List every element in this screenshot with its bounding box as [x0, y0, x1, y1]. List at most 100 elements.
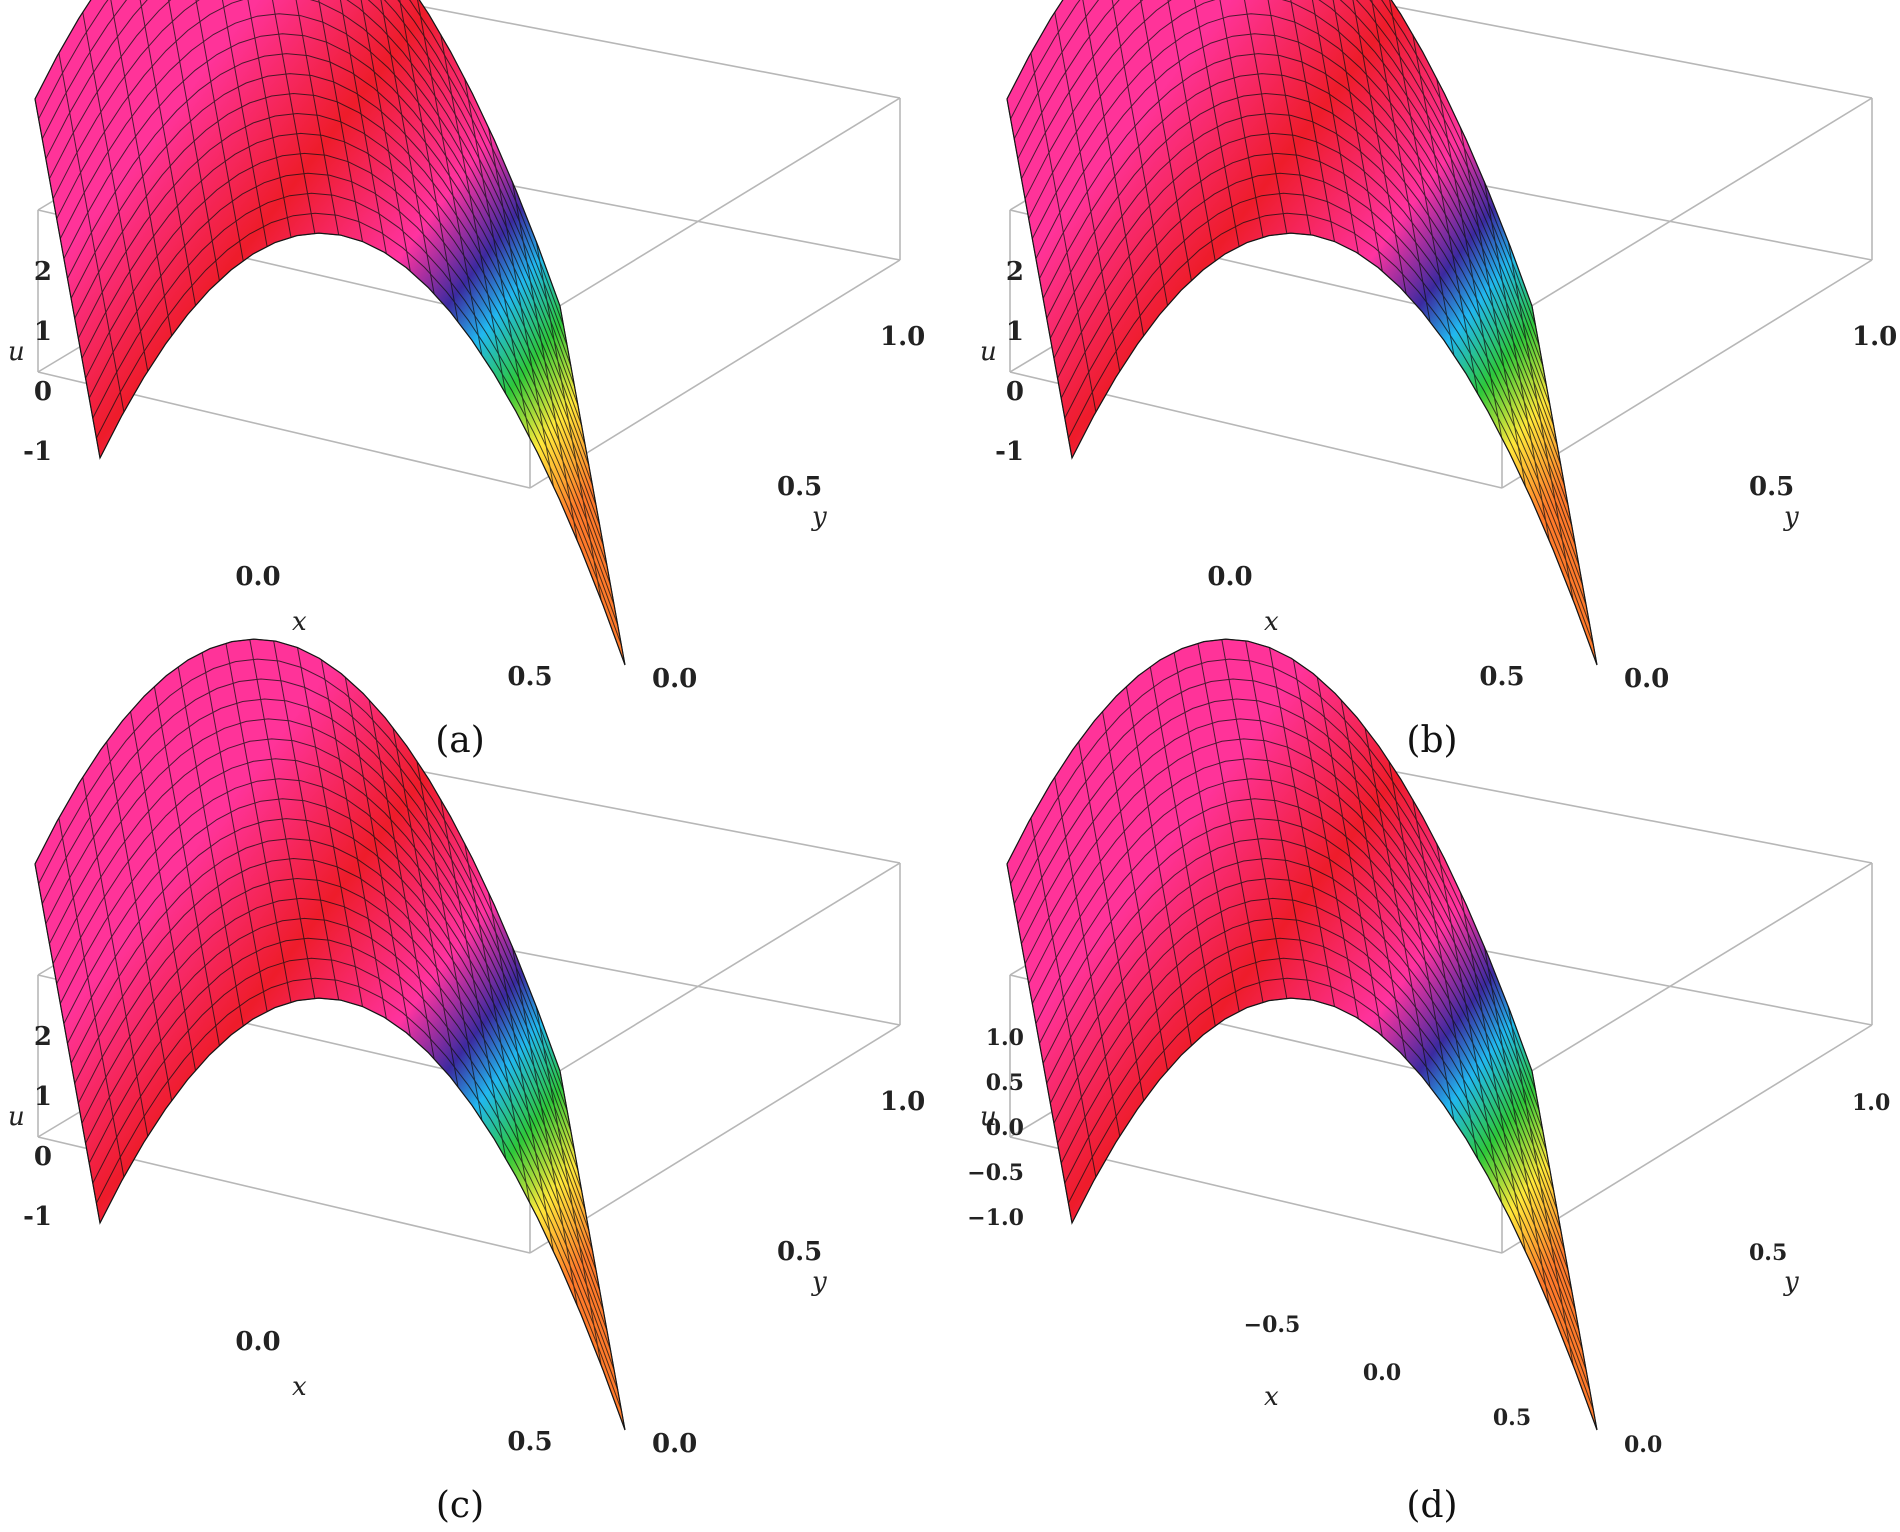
- mesh-line-y: [1459, 126, 1526, 487]
- surface-patch: [1006, 638, 1598, 1431]
- mesh-line-y: [440, 799, 507, 1159]
- mesh-line-y: [487, 126, 554, 487]
- surface-mesh: [1006, 638, 1598, 1431]
- mesh-line-y: [1412, 799, 1479, 1159]
- x-tick-label: 0.5: [507, 662, 552, 692]
- mesh-line-y: [1221, 639, 1288, 999]
- surface-mesh: [1006, 0, 1598, 666]
- mesh-line-y: [272, 0, 316, 234]
- box-edge-top: [1501, 862, 1873, 1090]
- mesh-line-y: [273, 640, 340, 1000]
- mesh-line-y: [201, 652, 268, 1012]
- z-tick-label: −0.5: [967, 1160, 1024, 1186]
- mesh-line-x: [45, 0, 572, 366]
- z-axis-label: u: [8, 337, 25, 367]
- y-tick-label: 1.0: [880, 1087, 925, 1117]
- mesh-line-x: [1010, 0, 1537, 327]
- mesh-line-y: [559, 1070, 626, 1431]
- mesh-line-x: [38, 0, 565, 327]
- mesh-line-y: [1483, 946, 1550, 1306]
- mesh-line-y: [106, 741, 173, 1101]
- y-tick-label: 0.0: [652, 1429, 697, 1459]
- y-axis-label: y: [1783, 1267, 1799, 1297]
- mesh-line-y: [1507, 1005, 1574, 1366]
- z-tick-label: 1: [1006, 317, 1024, 347]
- z-tick-label: 0.5: [986, 1070, 1024, 1096]
- mesh-line-y: [1054, 776, 1121, 1137]
- mesh-line-y: [339, 0, 387, 254]
- mesh-line-y: [320, 659, 387, 1019]
- mesh-line-y: [1149, 666, 1216, 1026]
- y-tick-label: 0.0: [652, 664, 697, 694]
- mesh-line-y: [360, 0, 411, 271]
- box-edge-top: [1359, 764, 1873, 864]
- mesh-line-y: [58, 817, 125, 1177]
- z-axis-label: u: [8, 1102, 25, 1132]
- mesh-line-y: [1316, 676, 1383, 1036]
- mesh-line-y: [1459, 891, 1526, 1252]
- mesh-line-y: [1111, 0, 1168, 306]
- box-edge-top: [387, 0, 901, 99]
- mesh-line-y: [1531, 1070, 1598, 1431]
- z-tick-label: 2: [34, 257, 52, 287]
- box-edge-bottom: [1501, 259, 1873, 489]
- mesh-line-y: [417, 0, 483, 355]
- y-axis-label: y: [1783, 502, 1799, 532]
- mesh-line-y: [464, 77, 531, 438]
- x-tick-label: 0.5: [507, 1427, 552, 1457]
- z-tick-label: 1.0: [986, 1025, 1024, 1051]
- mesh-line-y: [168, 0, 220, 281]
- mesh-line-y: [82, 11, 149, 372]
- x-tick-label: 0.0: [1207, 562, 1252, 592]
- panel-caption: (a): [435, 720, 485, 761]
- mesh-line-y: [139, 0, 196, 306]
- x-axis-label: x: [292, 607, 307, 637]
- mesh-line-y: [1388, 760, 1455, 1120]
- mesh-line-y: [440, 34, 507, 394]
- mesh-line-y: [221, 0, 268, 247]
- mesh-line-x: [1024, 0, 1551, 406]
- mesh-line-y: [1371, 0, 1431, 322]
- mesh-line-y: [177, 666, 244, 1026]
- x-tick-label: 0.0: [235, 1327, 280, 1357]
- mesh-line-y: [249, 639, 316, 999]
- y-tick-label: 0.5: [1749, 1240, 1787, 1266]
- mesh-line-y: [464, 842, 531, 1203]
- mesh-line-y: [1269, 647, 1335, 1007]
- y-tick-label: 1.0: [880, 322, 925, 352]
- y-tick-label: 0.0: [1624, 1432, 1662, 1458]
- z-tick-label: 0: [34, 377, 52, 407]
- mesh-line-y: [58, 52, 125, 412]
- mesh-line-y: [1292, 659, 1359, 1019]
- y-axis-label: y: [811, 1267, 827, 1297]
- mesh-line-y: [1193, 0, 1240, 247]
- panel-caption: (b): [1406, 720, 1457, 761]
- mesh-line-y: [1006, 863, 1073, 1224]
- z-tick-label: −1.0: [967, 1205, 1024, 1231]
- mesh-line-y: [559, 305, 626, 666]
- mesh-line-y: [1030, 52, 1097, 412]
- mesh-line-y: [195, 0, 244, 261]
- z-tick-label: 1: [34, 1082, 52, 1112]
- mesh-line-y: [392, 727, 459, 1087]
- mesh-line-y: [1311, 0, 1359, 254]
- mesh-line-y: [416, 760, 483, 1120]
- x-tick-label: 0.0: [1363, 1360, 1401, 1386]
- mesh-line-y: [1389, 0, 1455, 355]
- z-tick-label: 0: [1006, 377, 1024, 407]
- mesh-line-x: [1020, 0, 1547, 386]
- mesh-line-y: [1244, 0, 1288, 234]
- mesh-line-y: [1364, 727, 1431, 1087]
- mesh-line-y: [1030, 817, 1097, 1177]
- y-tick-label: 0.0: [1624, 664, 1669, 694]
- mesh-line-y: [110, 0, 173, 336]
- mesh-line-y: [399, 0, 459, 322]
- chart-panel-a: 2 1 0 -1 u 0.0 0.5 1.0 y 0.0 0.5 x (a): [8, 0, 925, 761]
- mesh-line-y: [1101, 711, 1168, 1071]
- x-axis-label: x: [1264, 607, 1279, 637]
- mesh-line-y: [1197, 642, 1264, 1003]
- z-tick-label: 1: [34, 317, 52, 347]
- mesh-line-y: [511, 946, 578, 1306]
- mesh-line-y: [487, 891, 554, 1252]
